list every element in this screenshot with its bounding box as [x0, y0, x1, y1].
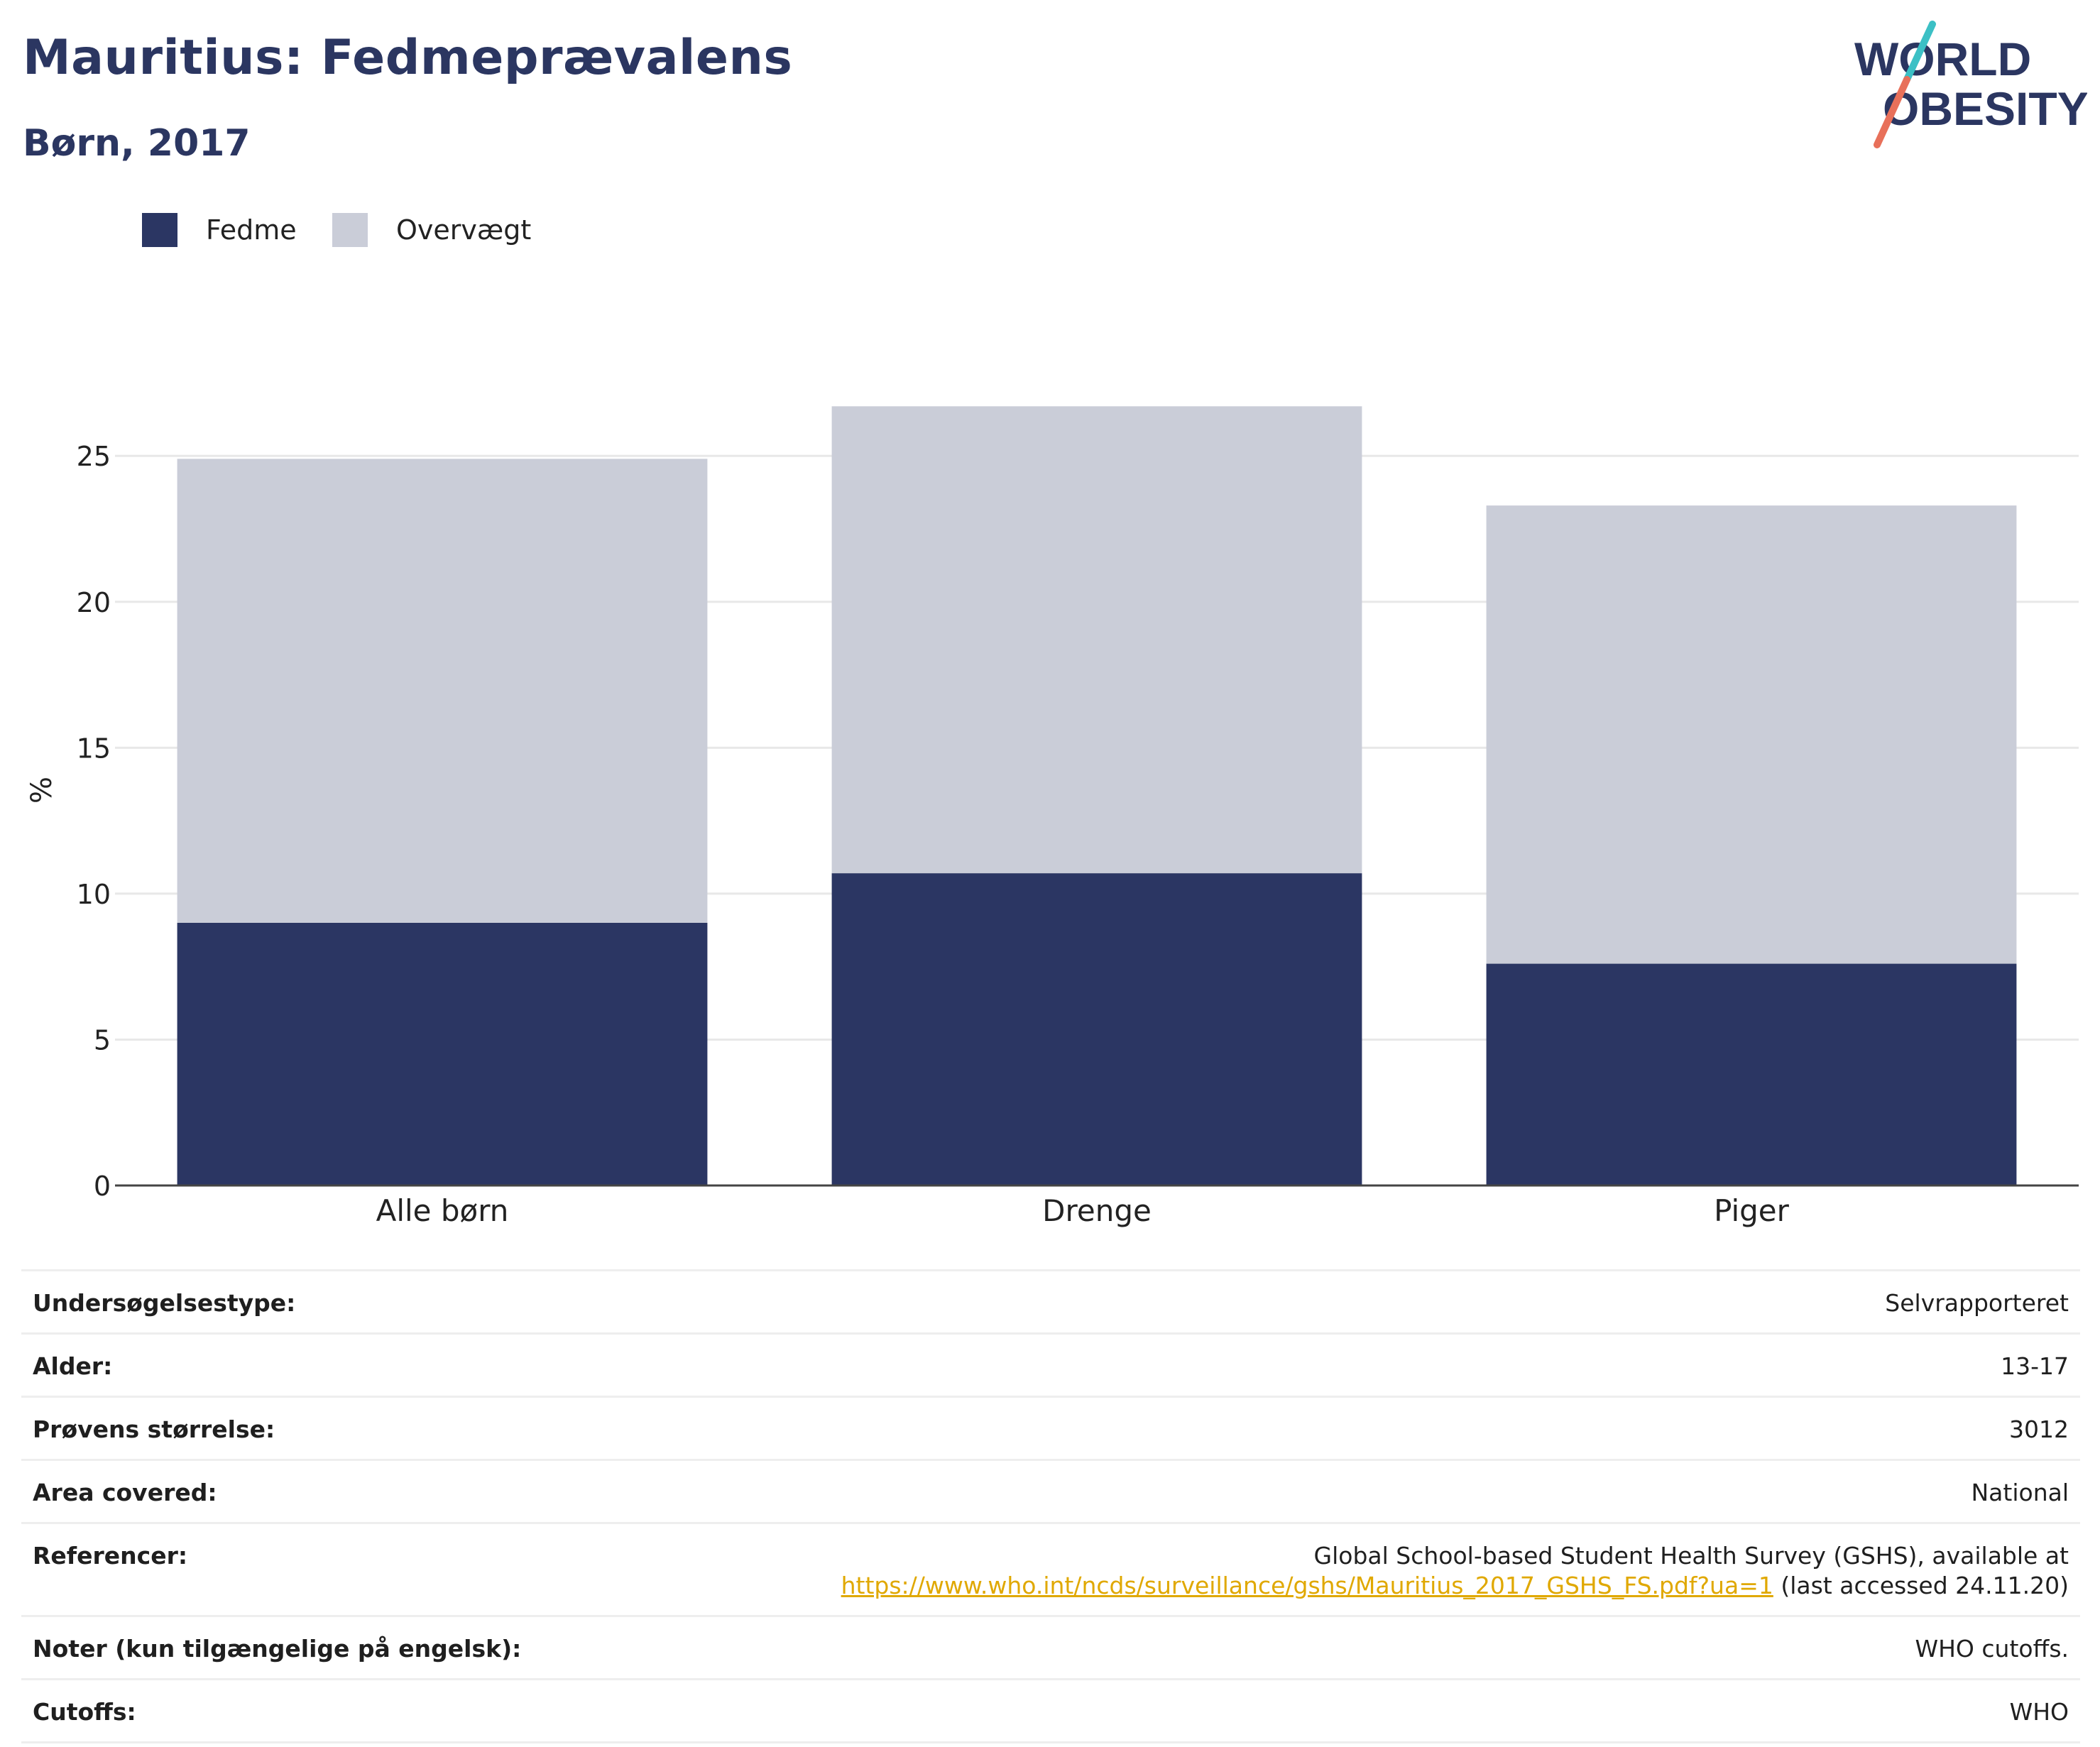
- logo-text-obesity: OBESITY: [1883, 82, 2087, 135]
- x-tick-label: Alle børn: [376, 1193, 509, 1228]
- y-tick-label: 10: [77, 879, 111, 910]
- logo-text-world: WORLD: [1854, 33, 2031, 85]
- chart-subtitle: Børn, 2017: [23, 122, 251, 165]
- y-tick-label: 5: [94, 1024, 111, 1056]
- legend-label-fedme: Fedme: [206, 214, 297, 246]
- logo-slash-teal: [1903, 21, 1936, 83]
- bar-overvaegt: [177, 459, 708, 923]
- info-row: Undersøgelsestype: Selvrapporteret: [21, 1271, 2080, 1335]
- legend-label-overvaegt: Overvægt: [396, 214, 532, 246]
- x-tick-label: Drenge: [1042, 1193, 1152, 1228]
- chart-title: Mauritius: Fedmeprævalens: [23, 30, 793, 86]
- info-label: Prøvens størrelse:: [33, 1415, 275, 1443]
- info-row: Cutoffs: WHO: [21, 1680, 2080, 1743]
- legend-swatch-fedme: [142, 213, 177, 247]
- info-label: Cutoffs:: [33, 1698, 136, 1726]
- info-row: Area covered: National: [21, 1461, 2080, 1524]
- info-value: WHO: [2009, 1698, 2069, 1726]
- info-value: National: [1971, 1479, 2069, 1506]
- bar-fedme: [177, 923, 708, 1185]
- world-obesity-logo[interactable]: WORLD OBESITY: [1846, 20, 2087, 155]
- info-label: Undersøgelsestype:: [33, 1289, 296, 1317]
- info-value: 3012: [2009, 1415, 2069, 1443]
- info-row: Noter (kun tilgængelige på engelsk): WHO …: [21, 1617, 2080, 1680]
- y-axis-label: %: [26, 777, 58, 804]
- info-label: Area covered:: [33, 1479, 217, 1506]
- info-label-references: Referencer:: [33, 1542, 188, 1570]
- bar-fedme: [831, 873, 1362, 1185]
- survey-info-table: Undersøgelsestype: Selvrapporteret Alder: 1…: [21, 1269, 2080, 1743]
- y-tick-label: 15: [77, 733, 111, 764]
- y-tick-label: 0: [94, 1171, 111, 1202]
- info-value-references: Global School-based Student Health Surve…: [841, 1541, 2069, 1601]
- bar-overvaegt: [1486, 505, 2017, 964]
- stacked-bar-chart: 0 5 10 15 20 25% Alle børn Drenge Piger: [26, 406, 2079, 1228]
- bar-overvaegt: [831, 406, 1362, 874]
- legend-swatch-overvaegt: [332, 213, 368, 247]
- bar-fedme: [1486, 963, 2017, 1185]
- logo-slash-coral: [1874, 76, 1910, 148]
- info-label: Noter (kun tilgængelige på engelsk):: [33, 1635, 522, 1663]
- info-row: Alder: 13-17: [21, 1335, 2080, 1398]
- y-tick-label: 20: [77, 587, 111, 618]
- reference-text: Global School-based Student Health Surve…: [1313, 1542, 2069, 1570]
- info-value: WHO cutoffs.: [1915, 1635, 2069, 1663]
- reference-link[interactable]: https://www.who.int/ncds/surveillance/gs…: [841, 1572, 1773, 1599]
- reference-accessed: (last accessed 24.11.20): [1773, 1572, 2069, 1599]
- info-value: Selvrapporteret: [1885, 1289, 2069, 1317]
- info-label: Alder:: [33, 1352, 113, 1380]
- info-value: 13-17: [2001, 1352, 2069, 1380]
- y-tick-label: 25: [77, 441, 111, 472]
- info-row: Prøvens størrelse: 3012: [21, 1398, 2080, 1461]
- x-tick-label: Piger: [1714, 1193, 1790, 1228]
- info-row-references: Referencer: Global School-based Student …: [21, 1524, 2080, 1617]
